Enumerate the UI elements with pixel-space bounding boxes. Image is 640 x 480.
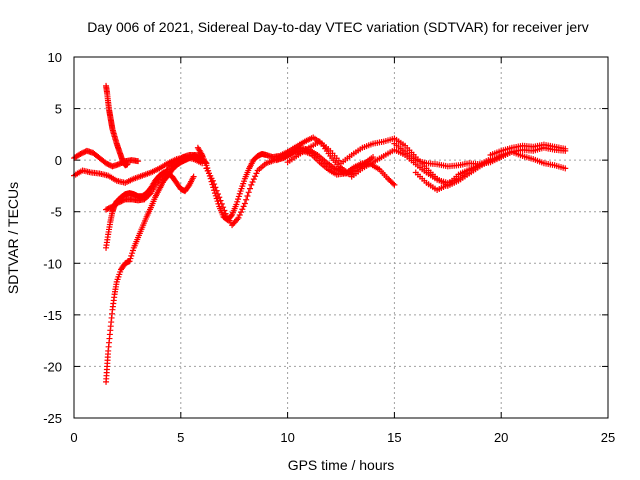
- data-point: [127, 255, 134, 262]
- data-point: [216, 194, 223, 201]
- y-tick-label: -25: [43, 411, 62, 426]
- data-point: [562, 165, 569, 172]
- series-sat-e: [103, 169, 197, 251]
- series-sat-a: [71, 147, 142, 170]
- y-tick-label: 5: [55, 102, 62, 117]
- data-point: [245, 189, 252, 196]
- series-sat-m: [412, 148, 569, 194]
- data-point: [212, 184, 219, 191]
- data-point: [252, 173, 259, 180]
- data-point: [135, 158, 142, 165]
- plot-frame: [73, 56, 609, 419]
- data-point: [211, 181, 218, 188]
- data-point: [390, 180, 397, 187]
- data-point: [214, 190, 221, 197]
- data-point: [235, 193, 242, 200]
- data-point: [239, 206, 246, 213]
- data-point: [214, 198, 221, 205]
- y-tick-label: -15: [43, 308, 62, 323]
- data-point: [241, 200, 248, 207]
- data-point: [236, 212, 243, 219]
- y-tick-label: 10: [48, 50, 62, 65]
- data-point: [220, 204, 227, 211]
- data-point: [218, 200, 225, 207]
- chart-title: Day 006 of 2021, Sidereal Day-to-day VTE…: [87, 19, 589, 35]
- x-axis-label: GPS time / hours: [288, 457, 395, 473]
- data-point: [234, 198, 241, 205]
- data-point: [370, 154, 377, 161]
- series-sat-c: [103, 82, 131, 169]
- series-sat-n: [487, 141, 569, 158]
- data-point: [213, 187, 220, 194]
- y-tick-label: -20: [43, 359, 62, 374]
- axis-ticks: [73, 56, 609, 419]
- data-point: [217, 197, 224, 204]
- y-tick-label: 0: [55, 153, 62, 168]
- data-point: [233, 201, 240, 208]
- grid-lines: [74, 57, 608, 418]
- data-point: [129, 250, 136, 257]
- series-sat-f: [103, 151, 206, 213]
- y-tick-label: -5: [50, 205, 62, 220]
- data-point: [129, 247, 136, 254]
- data-point: [244, 193, 251, 200]
- data-point: [240, 203, 247, 210]
- data-point: [250, 176, 257, 183]
- data-point: [126, 258, 133, 265]
- series-sat-g: [194, 134, 377, 223]
- data-point: [235, 196, 242, 203]
- x-tick-label: 15: [387, 430, 401, 445]
- x-tick-label: 20: [494, 430, 508, 445]
- data-points: [71, 82, 569, 385]
- data-point: [247, 185, 254, 192]
- data-point: [235, 214, 242, 221]
- data-point: [248, 181, 255, 188]
- y-tick-label: -10: [43, 256, 62, 271]
- x-tick-label: 0: [70, 430, 77, 445]
- data-point: [238, 209, 245, 216]
- data-point: [209, 177, 216, 184]
- tick-labels: 0 5 10 15 20 25 10 5 0 -5 -10 -15 -20 -25: [43, 50, 615, 445]
- data-point: [124, 161, 131, 168]
- x-tick-label: 25: [601, 430, 615, 445]
- data-point: [562, 145, 569, 152]
- y-axis-label: SDTVAR / TECUs: [5, 182, 21, 294]
- data-point: [128, 252, 135, 259]
- data-point: [236, 190, 243, 197]
- x-tick-label: 5: [177, 430, 184, 445]
- data-point: [249, 179, 256, 186]
- data-point: [243, 196, 250, 203]
- data-point: [146, 191, 153, 198]
- data-point: [221, 207, 228, 214]
- data-point: [391, 181, 398, 188]
- data-point: [190, 173, 197, 180]
- data-point: [253, 170, 260, 177]
- x-tick-label: 10: [280, 430, 294, 445]
